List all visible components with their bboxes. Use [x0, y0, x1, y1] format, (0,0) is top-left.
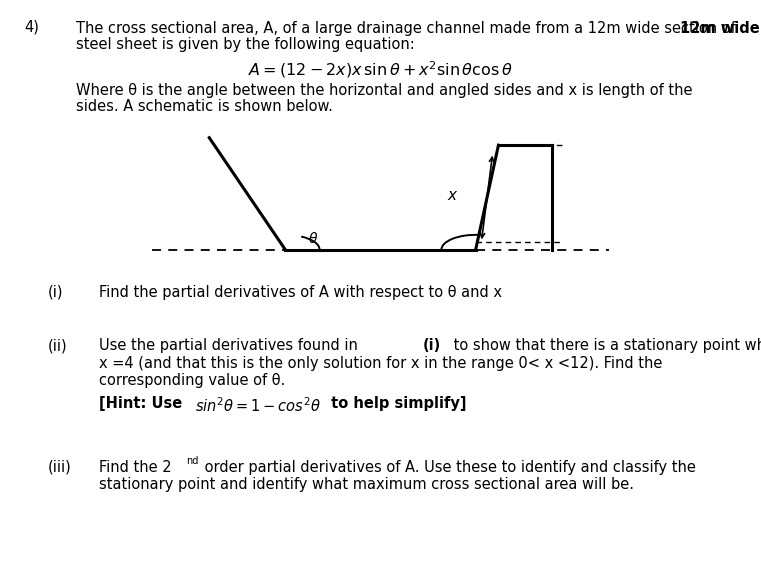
Text: to show that there is a stationary point when: to show that there is a stationary point…: [449, 338, 761, 354]
Text: steel sheet is given by the following equation:: steel sheet is given by the following eq…: [76, 37, 415, 52]
Text: Find the 2: Find the 2: [99, 460, 171, 475]
Text: (i): (i): [422, 338, 441, 354]
Text: to help simplify]: to help simplify]: [326, 396, 466, 411]
Text: $A = (12 - 2x)x\,\sin\theta + x^2\sin\theta\cos\theta$: $A = (12 - 2x)x\,\sin\theta + x^2\sin\th…: [248, 59, 513, 80]
Text: $x$: $x$: [447, 187, 459, 202]
Text: x =4 (and that this is the only solution for x in the range 0< x <12). Find the: x =4 (and that this is the only solution…: [99, 356, 662, 371]
Text: The cross sectional area, A, of a large drainage channel made from a 12m wide se: The cross sectional area, A, of a large …: [76, 21, 736, 36]
Text: Use the partial derivatives found in: Use the partial derivatives found in: [99, 338, 362, 354]
Text: order partial derivatives of A. Use these to identify and classify the: order partial derivatives of A. Use thes…: [199, 460, 696, 475]
Text: Where θ is the angle between the horizontal and angled sides and x is length of : Where θ is the angle between the horizon…: [76, 83, 693, 99]
Text: $\theta$: $\theta$: [308, 231, 318, 246]
Text: nd: nd: [186, 456, 199, 466]
Text: 12m wide: 12m wide: [680, 21, 759, 36]
Text: (ii): (ii): [48, 338, 68, 354]
Text: $\mathit{sin}^2\theta = 1 - \mathit{cos}^2\theta$: $\mathit{sin}^2\theta = 1 - \mathit{cos}…: [195, 396, 321, 415]
Text: corresponding value of θ.: corresponding value of θ.: [99, 373, 285, 389]
Text: 4): 4): [24, 20, 40, 35]
Text: [Hint: Use: [Hint: Use: [99, 396, 187, 411]
Text: (i): (i): [48, 285, 63, 300]
Text: Find the partial derivatives of A with respect to θ and x: Find the partial derivatives of A with r…: [99, 285, 502, 300]
Text: sides. A schematic is shown below.: sides. A schematic is shown below.: [76, 99, 333, 114]
Text: stationary point and identify what maximum cross sectional area will be.: stationary point and identify what maxim…: [99, 477, 634, 492]
Text: (iii): (iii): [48, 460, 72, 475]
